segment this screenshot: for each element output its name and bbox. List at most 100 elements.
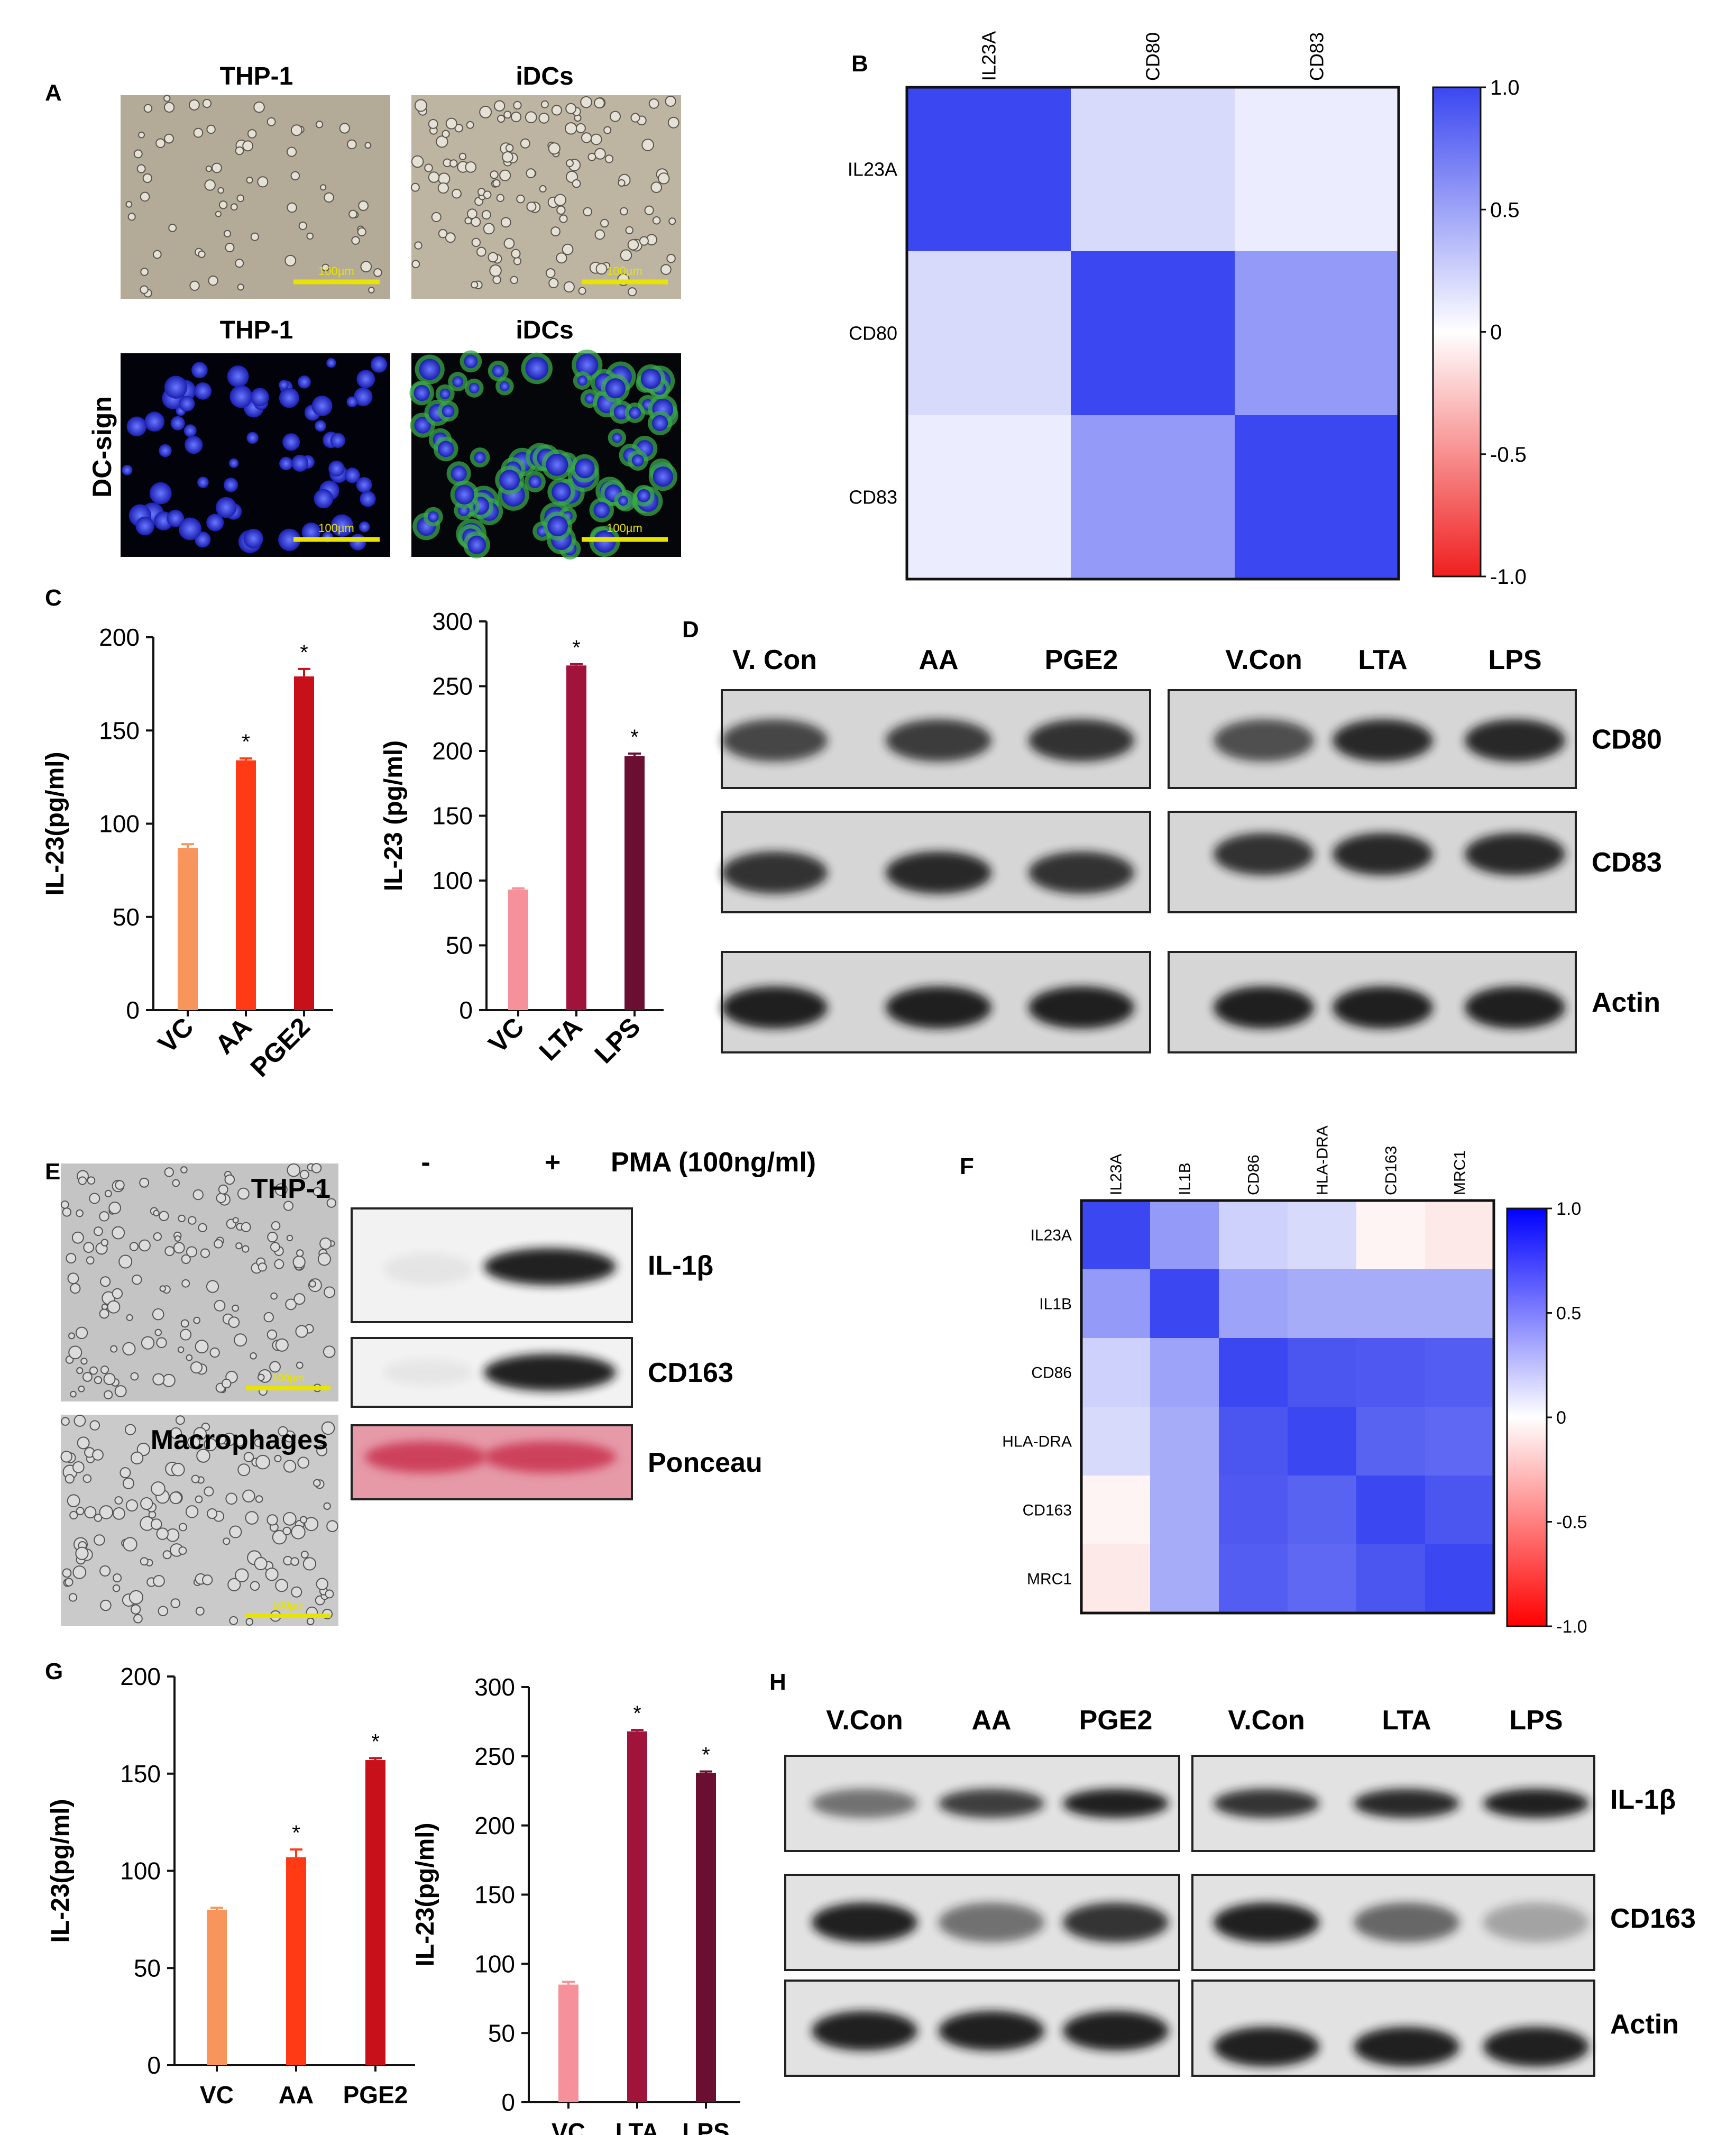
cell-nucleus: [414, 384, 430, 401]
cell: [254, 1438, 263, 1447]
cell-nucleus: [593, 502, 610, 518]
cell: [464, 217, 472, 225]
cell: [177, 1346, 185, 1353]
bar: [365, 1760, 385, 2065]
scale-bar-label: 100µm: [607, 521, 642, 535]
heatmap-cell: [1219, 1338, 1288, 1407]
colorbar-tick-label: 0: [1556, 1408, 1566, 1428]
cell: [65, 1474, 75, 1484]
cell: [76, 1367, 84, 1375]
category-label: LPS: [682, 2118, 729, 2135]
cell-nucleus: [528, 475, 541, 489]
cell: [170, 1427, 182, 1440]
cell: [298, 221, 307, 231]
column-label: CD83: [1306, 32, 1328, 81]
cell: [513, 257, 522, 265]
heatmap-cell: [1150, 1338, 1219, 1407]
cell: [556, 205, 566, 215]
cell: [595, 263, 608, 275]
cell: [62, 1568, 72, 1578]
cell: [155, 138, 166, 149]
panel-letter-h: H: [769, 1669, 786, 1695]
heatmap-cell: [1081, 1338, 1150, 1407]
cell: [112, 1226, 125, 1240]
cell: [282, 1526, 291, 1535]
cell: [479, 105, 492, 118]
column-label: HLA-DRA: [1314, 1125, 1331, 1195]
cell: [123, 1537, 137, 1552]
cell: [181, 1254, 191, 1264]
cell: [120, 1467, 131, 1479]
blot-band: [1465, 719, 1565, 762]
cell: [108, 1202, 122, 1214]
y-axis-label: IL-23(pg/ml): [411, 1823, 439, 1967]
cell-nucleus: [149, 482, 172, 505]
y-tick-label: 0: [459, 996, 473, 1024]
column-label: IL23A: [1108, 1154, 1125, 1195]
cell: [290, 171, 300, 181]
cell: [159, 1285, 166, 1292]
cell: [618, 179, 626, 187]
cell: [578, 287, 586, 295]
image-title: Macrophages: [151, 1425, 328, 1455]
cell-nucleus: [282, 433, 300, 451]
panel-e: E THP-1 100µm Macrophages 100µm - + PMA …: [45, 1147, 816, 1626]
cell: [275, 1338, 289, 1352]
cell: [324, 192, 334, 203]
cell: [548, 278, 559, 289]
cell-nucleus: [250, 388, 269, 407]
cell: [99, 1211, 109, 1222]
cell-nucleus: [356, 477, 372, 493]
cell: [497, 114, 506, 123]
cell: [438, 229, 448, 239]
cell: [190, 1361, 203, 1374]
cell-nucleus: [452, 376, 464, 387]
cell: [258, 1262, 267, 1272]
blot-band: [1028, 986, 1134, 1029]
cell: [77, 1436, 90, 1450]
cell-nucleus: [183, 424, 197, 437]
cell: [169, 1491, 182, 1505]
panel-g: G 0 50 100 150 200 IL-23(pg/ml) VC * AA * PGE2 0 50…: [45, 1658, 740, 2135]
cell: [113, 1507, 125, 1520]
cell: [315, 121, 324, 129]
heatmap-cell: [1288, 1201, 1356, 1269]
cell: [180, 1328, 192, 1341]
bar-chart-g-right: 0 50 100 150 200 250 300 IL-23(pg/ml) VC * LTA * LPS: [411, 1673, 740, 2135]
cell: [311, 1163, 322, 1174]
bar-chart-c-left: 0 50 100 150 200 IL-23(pg/ml) VC * AA * PGE2: [41, 624, 333, 1083]
y-tick-label: 50: [446, 932, 473, 959]
scale-bar-label: 100µm: [318, 521, 354, 535]
heatmap-cell: [1150, 1544, 1219, 1613]
row-label: MRC1: [1027, 1571, 1072, 1588]
colorbar-tick-label: -0.5: [1556, 1512, 1587, 1532]
cell-nucleus: [350, 534, 366, 551]
y-tick-label: 100: [432, 867, 473, 894]
cell: [82, 1372, 93, 1382]
cell: [360, 261, 372, 273]
cell-nucleus: [584, 393, 595, 404]
cell: [218, 200, 228, 209]
significance-marker: *: [633, 1702, 641, 1725]
cell: [540, 100, 549, 108]
cell-nucleus: [640, 369, 661, 389]
bar: [178, 848, 198, 1010]
cell: [61, 1417, 70, 1426]
cell: [347, 139, 357, 150]
category-label: VC: [152, 1012, 199, 1059]
cell: [180, 1319, 189, 1328]
image-title: iDCs: [516, 316, 573, 344]
cell: [296, 1361, 304, 1369]
cell: [667, 116, 679, 129]
cell: [467, 208, 477, 219]
blot-band: [1483, 1789, 1589, 1818]
cell: [436, 135, 448, 148]
cell-nucleus: [278, 528, 301, 551]
cell: [170, 1598, 181, 1608]
cell: [499, 169, 511, 181]
cell: [70, 1283, 81, 1294]
cell: [202, 1574, 213, 1586]
blot-band: [1214, 1902, 1319, 1942]
heatmap-cell: [1288, 1338, 1356, 1407]
colorbar-tick-label: -1.0: [1556, 1617, 1587, 1637]
